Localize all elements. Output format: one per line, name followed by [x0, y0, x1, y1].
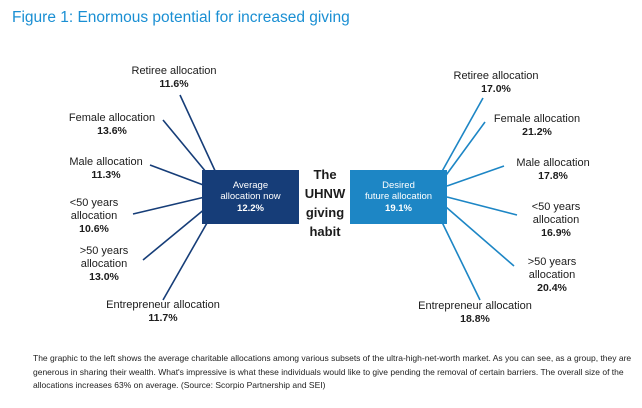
left-label-male: Male allocation 11.3% [58, 156, 154, 182]
right-label-over50: >50 years allocation 20.4% [514, 256, 590, 295]
average-box-line2: allocation now [220, 191, 281, 203]
right-label-male-value: 17.8% [538, 170, 568, 182]
desired-box-line2: future allocation [364, 191, 433, 203]
right-label-over50-line2: allocation [528, 269, 576, 281]
left-label-over50-value: 13.0% [89, 271, 119, 283]
left-label-over50-line1: >50 years [79, 245, 129, 257]
right-label-female-name: Female allocation [493, 113, 581, 125]
left-label-under50-value: 10.6% [79, 223, 109, 235]
right-connector-female [443, 121, 486, 179]
left-connector-over50 [142, 207, 207, 261]
desired-box-value: 19.1% [385, 202, 412, 214]
right-label-under50-line2: allocation [532, 214, 580, 226]
right-label-entrepreneur: Entrepreneur allocation 18.8% [410, 300, 540, 326]
right-label-male-name: Male allocation [516, 157, 590, 169]
left-label-female-name: Female allocation [68, 112, 156, 124]
right-label-under50-value: 16.9% [541, 227, 571, 239]
right-label-over50-value: 20.4% [537, 282, 567, 294]
right-label-female-value: 21.2% [522, 126, 552, 138]
left-label-female: Female allocation 13.6% [62, 112, 162, 138]
right-connector-under50 [446, 196, 518, 216]
right-label-female: Female allocation 21.2% [485, 113, 589, 139]
left-label-over50: >50 years allocation 13.0% [66, 245, 142, 284]
right-label-entrepreneur-name: Entrepreneur allocation [418, 300, 532, 312]
center-label-line1: The [313, 167, 337, 182]
right-label-retiree: Retiree allocation 17.0% [444, 70, 548, 96]
center-label-line4: habit [309, 224, 341, 239]
left-label-male-name: Male allocation [69, 156, 143, 168]
desired-allocation-box: Desired future allocation 19.1% [350, 170, 447, 224]
left-connector-retiree [179, 94, 218, 176]
left-label-entrepreneur: Entrepreneur allocation 11.7% [98, 299, 228, 325]
average-allocation-box: Average allocation now 12.2% [202, 170, 299, 224]
right-label-under50: <50 years allocation 16.9% [518, 201, 594, 240]
right-label-under50-line1: <50 years [531, 201, 581, 213]
center-label-line3: giving [305, 205, 345, 220]
left-label-male-value: 11.3% [91, 169, 121, 181]
average-box-line1: Average [232, 179, 269, 191]
left-label-entrepreneur-name: Entrepreneur allocation [106, 299, 220, 311]
figure-caption: The graphic to the left shows the averag… [33, 353, 632, 390]
center-label-line2: UHNW [304, 186, 346, 201]
right-label-over50-line1: >50 years [527, 256, 577, 268]
left-label-under50-line2: allocation [70, 210, 118, 222]
left-connector-male [149, 164, 207, 187]
right-label-male: Male allocation 17.8% [505, 157, 601, 183]
left-label-retiree-name: Retiree allocation [131, 65, 217, 77]
right-label-retiree-name: Retiree allocation [453, 70, 539, 82]
left-label-retiree-value: 11.6% [159, 78, 189, 90]
right-connector-male [446, 165, 505, 187]
desired-box-line1: Desired [382, 179, 415, 191]
right-label-retiree-value: 17.0% [481, 83, 511, 95]
right-label-entrepreneur-value: 18.8% [460, 313, 490, 325]
left-label-under50: <50 years allocation 10.6% [56, 197, 132, 236]
right-connector-over50 [445, 206, 515, 267]
figure-title: Figure 1: Enormous potential for increas… [12, 9, 350, 26]
left-label-entrepreneur-value: 11.7% [148, 312, 178, 324]
right-connector-retiree [439, 97, 484, 176]
center-label: The UHNW giving habit [300, 165, 350, 241]
left-connector-female [162, 119, 212, 179]
left-connector-entrepreneur [162, 215, 212, 301]
left-label-under50-line1: <50 years [69, 197, 119, 209]
right-connector-entrepreneur [438, 215, 481, 301]
left-label-over50-line2: allocation [80, 258, 128, 270]
left-label-retiree: Retiree allocation 11.6% [124, 65, 224, 91]
left-connector-under50 [132, 196, 206, 215]
average-box-value: 12.2% [237, 202, 264, 214]
left-label-female-value: 13.6% [97, 125, 127, 137]
